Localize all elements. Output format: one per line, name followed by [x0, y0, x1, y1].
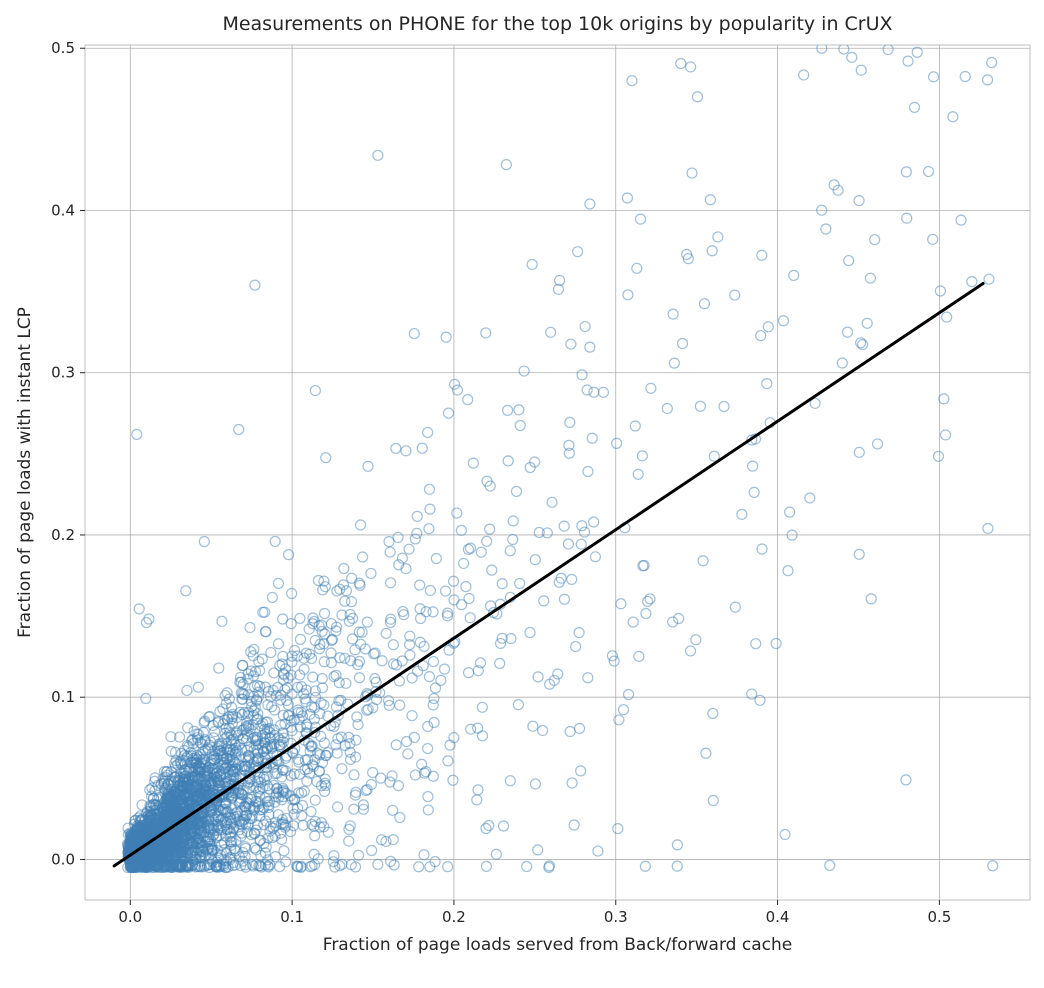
svg-text:0.1: 0.1 [51, 688, 75, 706]
svg-text:0.4: 0.4 [766, 908, 790, 926]
x-axis-ticks: 0.0 0.1 0.2 0.3 0.4 0.5 [118, 900, 951, 926]
svg-text:0.1: 0.1 [280, 908, 304, 926]
svg-text:0.2: 0.2 [442, 908, 466, 926]
y-axis-ticks: 0.0 0.1 0.2 0.3 0.4 0.5 [51, 39, 85, 868]
svg-text:0.0: 0.0 [118, 908, 142, 926]
scatter-points [123, 43, 998, 872]
y-axis-label: Fraction of page loads with instant LCP [15, 307, 35, 638]
svg-text:0.5: 0.5 [927, 908, 951, 926]
fit-line [114, 283, 983, 865]
x-axis-label: Fraction of page loads served from Back/… [323, 935, 792, 955]
svg-text:0.5: 0.5 [51, 39, 75, 57]
svg-text:0.4: 0.4 [51, 201, 75, 219]
scatter-chart: 0.0 0.1 0.2 0.3 0.4 0.5 0.0 0.1 0.2 0.3 0.4 0.5 Me… [0, 0, 1044, 988]
plot-area: 0.0 0.1 0.2 0.3 0.4 0.5 0.0 0.1 0.2 0.3 0.4 0.5 [51, 39, 1030, 926]
chart-container: 0.0 0.1 0.2 0.3 0.4 0.5 0.0 0.1 0.2 0.3 0.4 0.5 Me… [0, 0, 1044, 988]
svg-text:0.0: 0.0 [51, 850, 75, 868]
chart-title: Measurements on PHONE for the top 10k or… [222, 13, 892, 35]
svg-text:0.3: 0.3 [51, 364, 75, 382]
svg-text:0.2: 0.2 [51, 526, 75, 544]
svg-text:0.3: 0.3 [604, 908, 628, 926]
